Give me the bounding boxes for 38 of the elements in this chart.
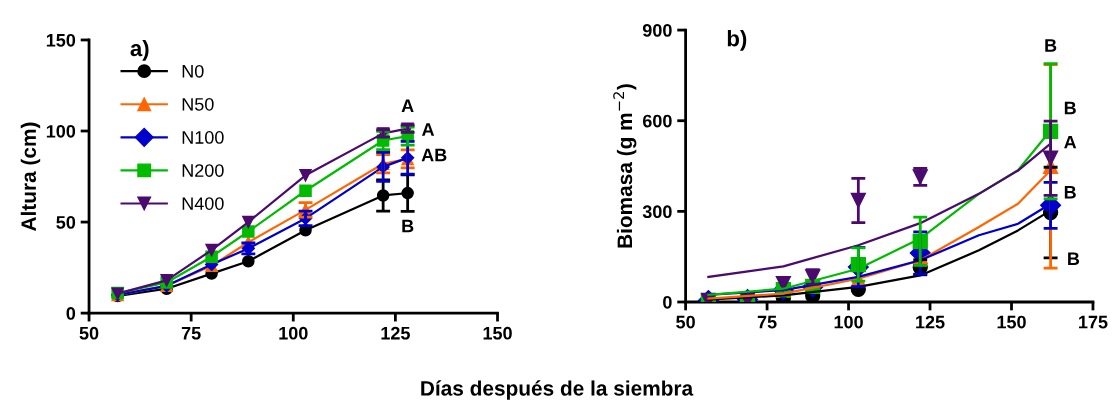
legend-label: N200 xyxy=(182,164,224,177)
legend-label: N0 xyxy=(182,64,204,78)
y-tick-label: 600 xyxy=(642,114,672,128)
y-tick-label: 0 xyxy=(663,295,672,309)
x-tick-label: 175 xyxy=(1079,315,1108,329)
x-tick-label: 125 xyxy=(381,326,410,340)
y-axis-title: Altura (cm) xyxy=(20,122,41,231)
x-tick-label: 100 xyxy=(279,326,308,340)
y-tick-label: 50 xyxy=(56,216,76,229)
legend-label: N50 xyxy=(182,97,214,111)
annotation: B xyxy=(1064,101,1076,115)
annotation: B xyxy=(1064,186,1076,199)
chart-title: b) xyxy=(727,30,747,51)
annotation: AB xyxy=(421,148,447,162)
legend-label: N400 xyxy=(182,197,224,210)
x-tick-label: 125 xyxy=(916,315,945,329)
x-tick-label: 50 xyxy=(79,326,99,340)
y-tick-label: 300 xyxy=(642,205,672,219)
annotation: B xyxy=(402,219,414,233)
y-tick-label: 0 xyxy=(66,307,76,320)
x-tick-label: 150 xyxy=(997,315,1026,329)
x-tick-label: 50 xyxy=(676,315,695,329)
y-tick-label: 150 xyxy=(46,33,76,47)
y-tick-label: 900 xyxy=(642,24,672,37)
annotation: A xyxy=(401,99,414,113)
y-tick-label: 100 xyxy=(46,124,76,138)
chart-title: a) xyxy=(130,39,149,61)
y-axis-title: Biomasa (g m$^{−2}$) xyxy=(613,84,637,248)
legend-label: N100 xyxy=(182,131,224,144)
x-axis-title: Días después de la siembra xyxy=(421,380,694,400)
x-tick-label: 75 xyxy=(757,315,777,329)
x-tick-label: 75 xyxy=(181,326,201,340)
annotation: B xyxy=(1068,252,1080,265)
annotation: B xyxy=(1045,39,1057,52)
x-tick-label: 150 xyxy=(483,326,512,340)
annotation: A xyxy=(422,123,435,136)
x-tick-label: 100 xyxy=(834,315,863,329)
annotation: A xyxy=(1064,135,1077,149)
